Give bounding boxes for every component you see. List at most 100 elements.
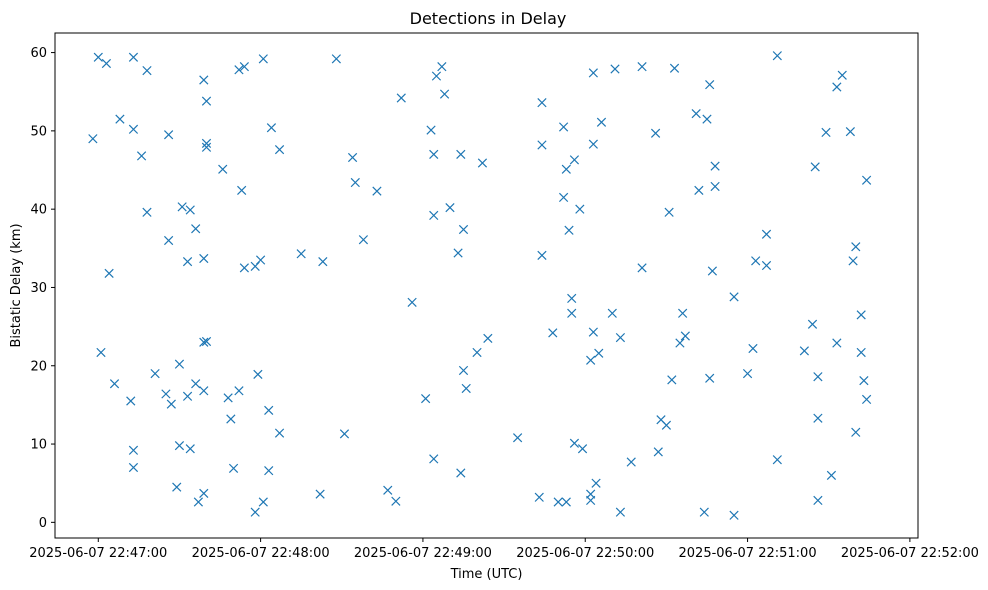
- data-point: [799, 346, 810, 356]
- data-point: [826, 470, 837, 480]
- data-point: [407, 297, 417, 307]
- y-tick-label: 10: [30, 438, 47, 453]
- data-point: [669, 63, 680, 73]
- data-point: [274, 428, 285, 438]
- data-point: [199, 488, 209, 498]
- data-point: [680, 331, 690, 341]
- data-point: [702, 114, 712, 124]
- data-point: [615, 332, 626, 343]
- data-point: [266, 123, 277, 133]
- data-point: [615, 507, 626, 517]
- y-axis-label: Bistatic Delay (km): [9, 223, 24, 347]
- data-point: [421, 394, 431, 404]
- data-point: [182, 256, 193, 267]
- x-tick-label: 2025-06-07 22:49:00: [354, 546, 492, 561]
- data-point: [218, 164, 228, 174]
- data-point: [856, 347, 866, 358]
- data-point: [837, 70, 847, 80]
- data-point: [729, 292, 739, 302]
- data-point: [163, 235, 174, 246]
- data-point: [264, 466, 274, 476]
- data-point: [201, 138, 212, 149]
- data-point: [128, 445, 139, 455]
- data-point: [675, 338, 685, 348]
- data-point: [553, 497, 563, 507]
- x-axis: 2025-06-07 22:47:00 2025-06-07 22:48:00 20…: [29, 538, 979, 561]
- x-tick-label: 2025-06-07 22:48:00: [192, 546, 330, 561]
- data-point: [128, 124, 139, 134]
- data-point: [483, 333, 493, 343]
- data-point: [691, 109, 701, 119]
- data-point: [191, 379, 201, 389]
- data-point: [851, 242, 861, 252]
- data-point: [258, 54, 268, 64]
- data-point: [456, 468, 466, 478]
- data-point: [193, 497, 204, 507]
- data-point: [813, 372, 823, 382]
- data-point: [185, 205, 195, 215]
- data-point: [437, 62, 447, 72]
- data-point: [807, 319, 818, 329]
- data-point: [339, 429, 350, 439]
- data-point: [694, 185, 704, 195]
- data-point: [813, 413, 823, 423]
- x-tick-label: 2025-06-07 22:47:00: [29, 546, 167, 561]
- data-point: [742, 368, 753, 379]
- data-point: [772, 455, 782, 465]
- data-point: [558, 122, 569, 132]
- y-tick-label: 20: [30, 359, 47, 374]
- data-point: [350, 177, 360, 188]
- data-points: [88, 51, 872, 520]
- data-point: [561, 497, 571, 507]
- data-point: [751, 256, 761, 266]
- data-point: [174, 440, 185, 451]
- data-point: [274, 145, 285, 155]
- data-point: [174, 359, 185, 369]
- data-point: [848, 256, 858, 266]
- data-point: [637, 263, 647, 273]
- data-point: [537, 250, 547, 260]
- data-point: [161, 389, 171, 399]
- data-point: [142, 65, 152, 76]
- data-point: [258, 497, 268, 507]
- data-point: [588, 327, 598, 337]
- data-point: [136, 151, 147, 161]
- x-tick-label: 2025-06-07 22:51:00: [679, 546, 817, 561]
- data-point: [431, 71, 442, 81]
- data-point: [396, 93, 406, 103]
- data-point: [653, 447, 663, 457]
- data-point: [650, 128, 661, 138]
- data-point: [347, 152, 358, 163]
- plot-frame: [54, 32, 919, 539]
- data-point: [667, 375, 677, 385]
- data-point: [707, 266, 718, 276]
- data-point: [126, 396, 136, 406]
- data-point: [318, 256, 328, 267]
- data-point: [426, 125, 436, 135]
- data-point: [104, 268, 114, 278]
- data-point: [239, 62, 249, 72]
- data-point: [223, 393, 233, 403]
- data-point: [772, 51, 782, 61]
- data-point: [810, 162, 820, 172]
- data-point: [558, 192, 569, 203]
- data-point: [439, 89, 450, 99]
- data-point: [296, 249, 306, 259]
- data-point: [250, 261, 260, 271]
- data-point: [429, 149, 439, 159]
- data-point: [250, 507, 260, 517]
- data-point: [239, 263, 249, 273]
- data-point: [429, 210, 439, 221]
- data-point: [537, 98, 547, 108]
- data-point: [458, 365, 469, 376]
- data-point: [586, 495, 596, 506]
- data-point: [512, 433, 523, 443]
- data-point: [331, 54, 341, 64]
- data-point: [856, 310, 866, 320]
- data-point: [199, 253, 209, 264]
- y-tick-label: 0: [39, 516, 47, 531]
- data-point: [594, 348, 604, 358]
- data-point: [569, 438, 580, 448]
- data-point: [453, 248, 463, 258]
